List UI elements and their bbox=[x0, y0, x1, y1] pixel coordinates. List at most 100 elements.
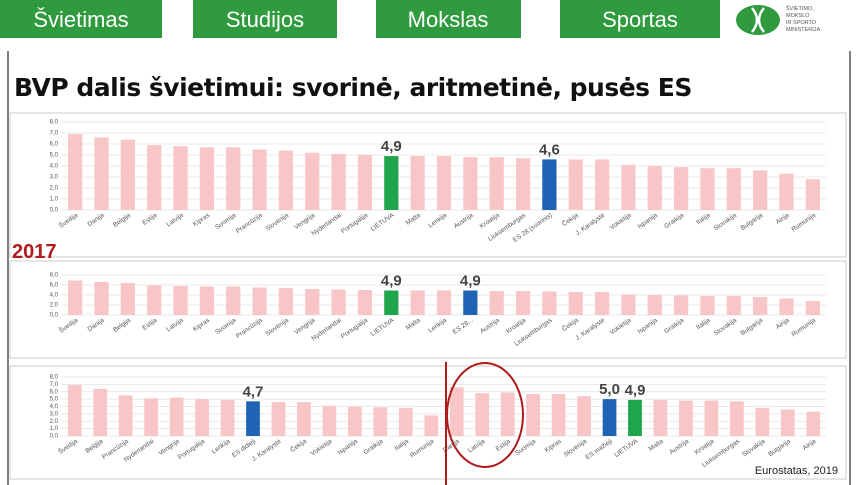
bar bbox=[753, 170, 768, 210]
bar bbox=[515, 158, 531, 210]
y-tick-label: 8,0 bbox=[50, 375, 59, 381]
bar bbox=[463, 157, 478, 210]
y-tick-label: 4,0 bbox=[50, 293, 59, 299]
y-tick-label: 0,0 bbox=[50, 434, 59, 440]
y-tick-label: 5,0 bbox=[50, 153, 59, 159]
bar bbox=[226, 286, 241, 315]
bar bbox=[436, 290, 452, 315]
bar bbox=[780, 409, 795, 436]
y-tick-label: 6,0 bbox=[50, 142, 59, 148]
bar bbox=[120, 139, 135, 210]
bar bbox=[602, 399, 617, 436]
bar bbox=[173, 286, 188, 315]
bar bbox=[169, 397, 184, 436]
bar bbox=[647, 166, 662, 210]
bar bbox=[322, 405, 337, 436]
bar bbox=[278, 150, 294, 210]
bar bbox=[226, 147, 241, 210]
bar bbox=[726, 296, 741, 315]
bar bbox=[542, 291, 557, 315]
source: Eurostatas, 2019 bbox=[755, 465, 838, 477]
bar bbox=[475, 393, 490, 436]
y-tick-label: 8,0 bbox=[50, 273, 59, 279]
chart-frame bbox=[9, 112, 847, 258]
bar bbox=[621, 294, 636, 315]
tab-label[interactable]: Mokslas bbox=[408, 7, 489, 32]
bar bbox=[673, 167, 689, 210]
tab[interactable] bbox=[560, 0, 720, 38]
bar bbox=[398, 407, 413, 436]
y-tick-label: 6,0 bbox=[50, 389, 59, 395]
bar bbox=[147, 285, 162, 315]
bar bbox=[729, 401, 744, 436]
data-label: 4,6 bbox=[539, 141, 560, 158]
bar bbox=[805, 301, 820, 315]
bar bbox=[199, 147, 215, 210]
bar bbox=[779, 298, 794, 315]
tab-label[interactable]: Švietimas bbox=[33, 7, 128, 32]
bar bbox=[489, 291, 504, 315]
tab[interactable] bbox=[0, 0, 162, 38]
bar bbox=[594, 159, 610, 210]
bar bbox=[384, 290, 399, 315]
y-tick-label: 7,0 bbox=[50, 131, 59, 137]
bar bbox=[673, 295, 689, 315]
bar bbox=[305, 152, 320, 210]
bar bbox=[347, 406, 362, 436]
bar bbox=[331, 153, 346, 210]
bar bbox=[568, 292, 583, 315]
tab[interactable] bbox=[193, 0, 337, 38]
slide-title: BVP dalis švietimui: svorinė, aritmetinė… bbox=[14, 73, 692, 102]
bar bbox=[173, 146, 188, 210]
data-label: 4,9 bbox=[381, 273, 402, 290]
y-tick-label: 1,0 bbox=[50, 197, 59, 203]
bar bbox=[726, 168, 741, 210]
bar bbox=[410, 156, 425, 210]
bar bbox=[700, 168, 715, 210]
bar bbox=[357, 290, 373, 315]
bar bbox=[94, 282, 109, 315]
bar bbox=[755, 407, 770, 436]
y-tick-label: 2,0 bbox=[50, 419, 59, 425]
bar bbox=[779, 173, 794, 210]
bar bbox=[628, 399, 642, 436]
bar bbox=[220, 399, 235, 436]
bar bbox=[246, 401, 260, 436]
data-label: 5,0 bbox=[599, 381, 620, 398]
tab[interactable] bbox=[376, 0, 521, 38]
bar bbox=[551, 393, 566, 436]
year-label: 2017 bbox=[12, 241, 57, 263]
tab-label[interactable]: Studijos bbox=[226, 7, 304, 32]
y-tick-label: 2,0 bbox=[50, 186, 59, 192]
bar bbox=[500, 392, 515, 436]
logo-line: ŠVIETIMO, bbox=[786, 5, 814, 12]
chart-frame bbox=[9, 260, 847, 359]
bar bbox=[568, 159, 583, 210]
y-tick-label: 2,0 bbox=[50, 303, 59, 309]
y-tick-label: 4,0 bbox=[50, 404, 59, 410]
y-tick-label: 6,0 bbox=[50, 283, 59, 289]
data-label: 4,9 bbox=[381, 138, 402, 155]
bar bbox=[679, 400, 693, 436]
bar bbox=[594, 292, 610, 315]
bar bbox=[68, 134, 83, 210]
bar bbox=[199, 286, 215, 315]
bar bbox=[305, 289, 320, 315]
bar bbox=[489, 157, 504, 210]
data-label: 4,9 bbox=[625, 382, 646, 399]
bar bbox=[700, 296, 715, 315]
bar bbox=[297, 402, 311, 436]
bar bbox=[195, 399, 209, 436]
bar bbox=[357, 155, 373, 210]
bar bbox=[704, 400, 719, 436]
bar bbox=[373, 407, 388, 436]
y-tick-label: 0,0 bbox=[50, 313, 59, 319]
bar bbox=[252, 287, 267, 315]
y-tick-label: 4,0 bbox=[50, 164, 59, 170]
logo-mark bbox=[751, 7, 765, 33]
tab-label[interactable]: Sportas bbox=[602, 7, 678, 32]
bar bbox=[67, 385, 82, 436]
logo-line: MINISTERIJA bbox=[786, 27, 821, 33]
bar bbox=[120, 283, 135, 315]
